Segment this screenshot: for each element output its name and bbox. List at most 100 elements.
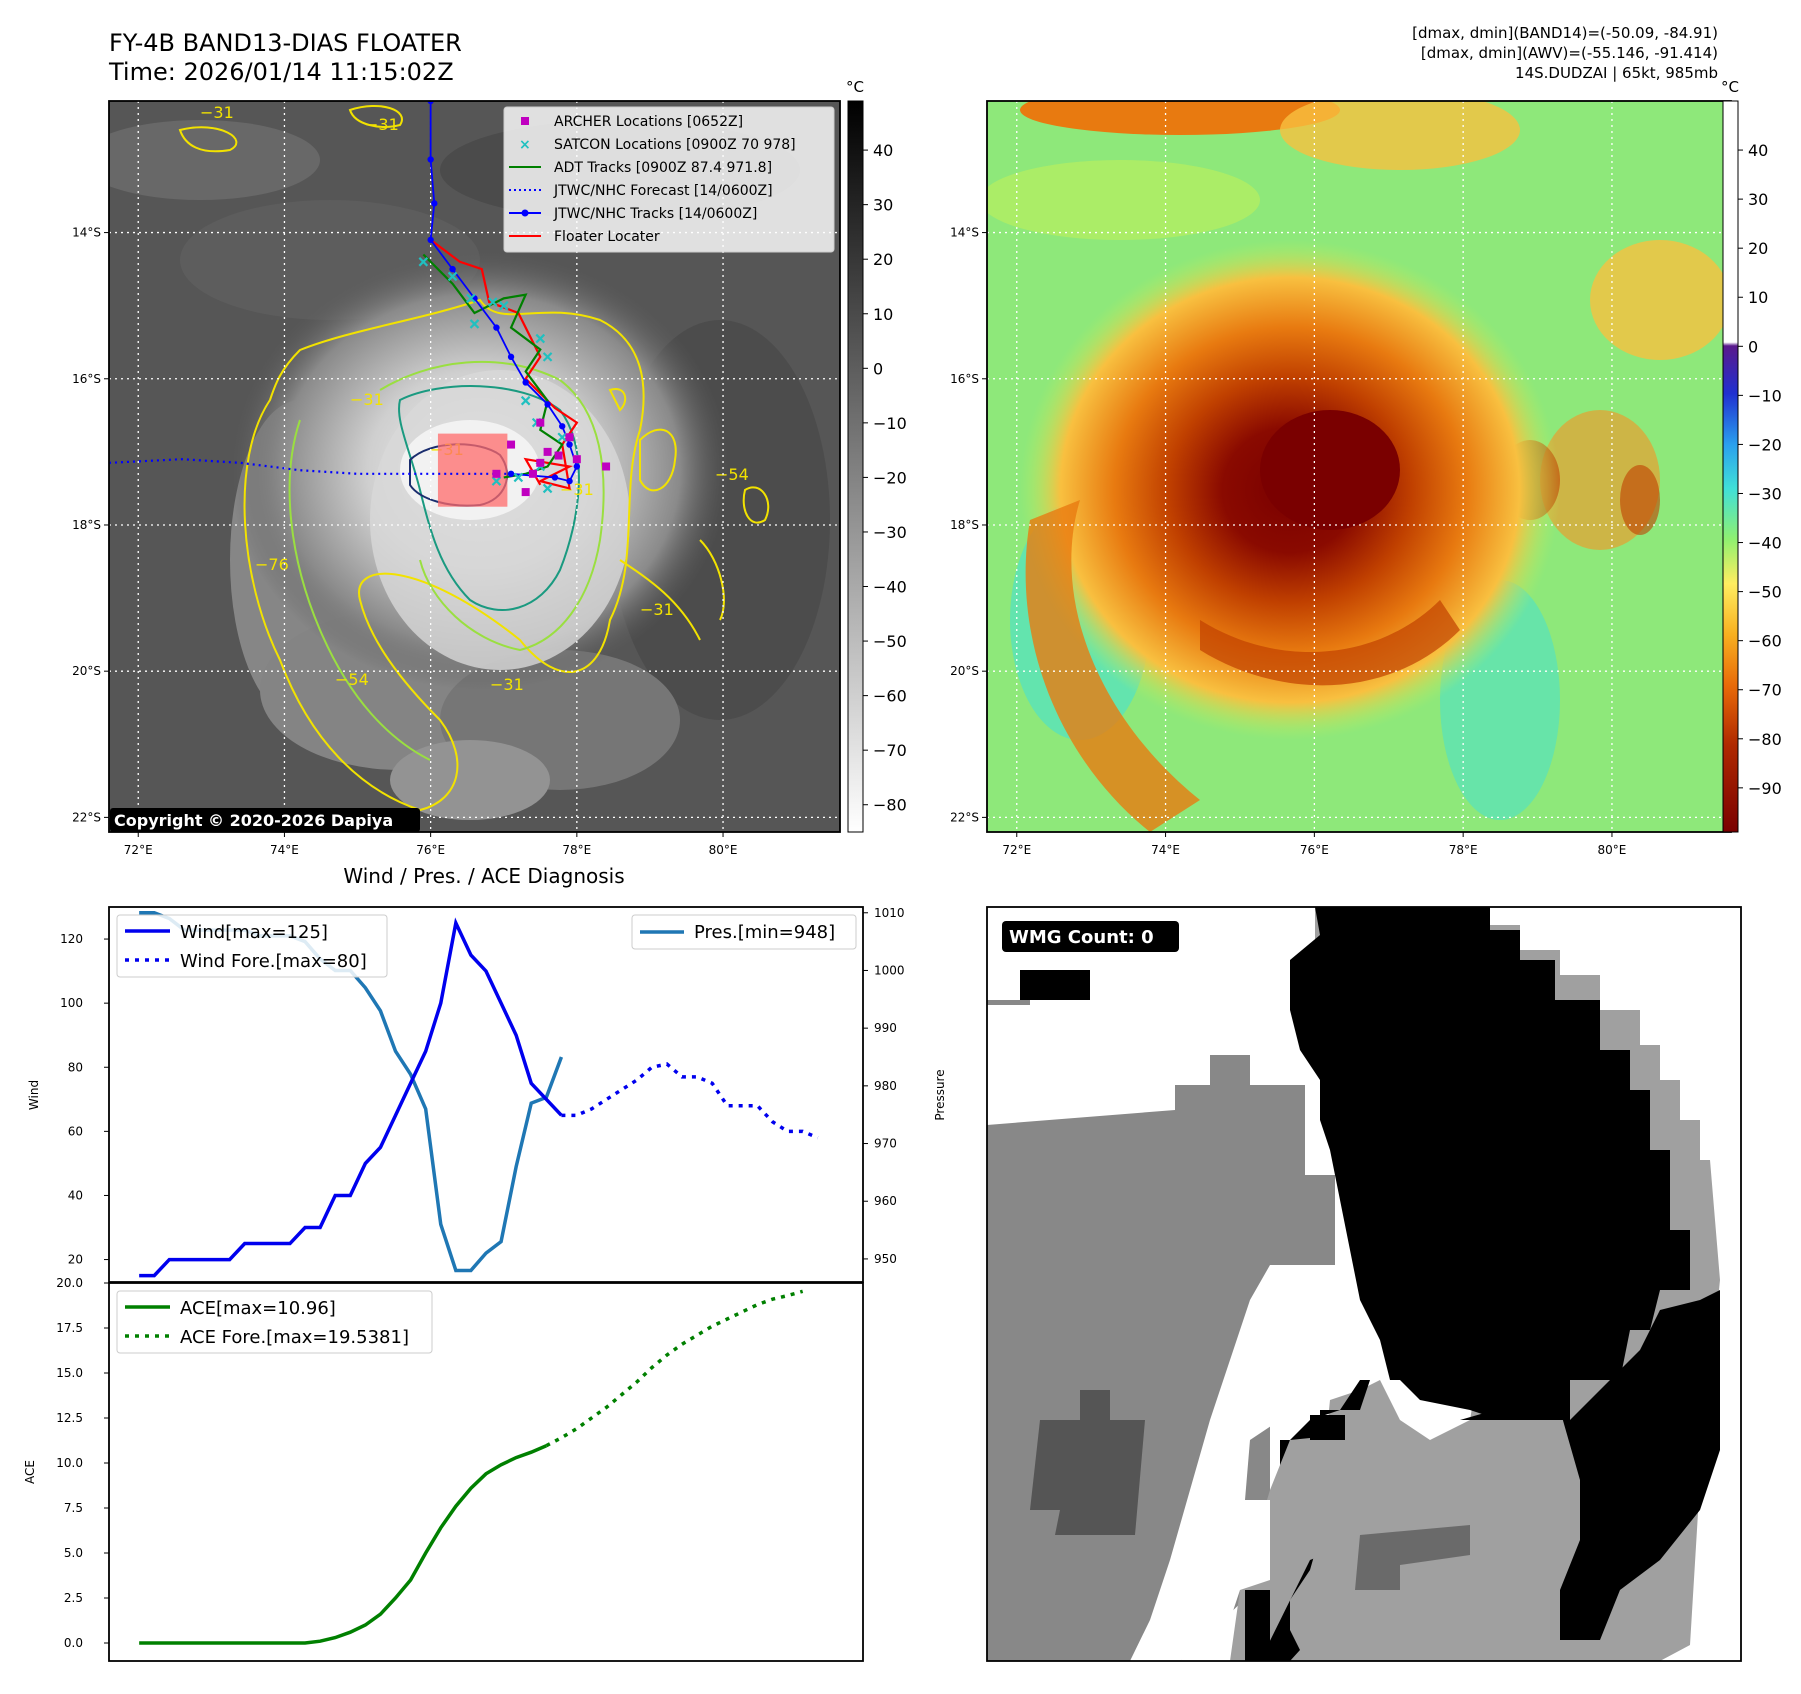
ace-chart: 0.0 2.5 5.0 7.5 10.0 12.5 15.0 17.5 20.0 ACE ACE… (23, 1276, 864, 1662)
lon-tick-label: 78°E (1449, 843, 1478, 857)
wmg-count-badge (1002, 921, 1179, 952)
ace-tick-label: 2.5 (64, 1591, 83, 1605)
wmg-frame (986, 906, 1742, 1662)
pressure-tick-label: 1000 (874, 963, 905, 977)
awv-eye-region (1260, 410, 1400, 530)
legend-wind-forecast-label: Wind Fore.[max=80] (180, 951, 367, 972)
colorbar-tick-label: 10 (873, 305, 893, 324)
lon-tick-label: 78°E (562, 843, 591, 857)
archer-point (543, 447, 552, 456)
colorbar-tick-label: 30 (873, 196, 893, 215)
awv-colorbar-bar (1722, 100, 1739, 833)
jtwc-track-point (493, 324, 500, 331)
legend-ace-label: ACE[max=10.96] (180, 1298, 336, 1319)
colorbar-tick-label: 0 (873, 359, 883, 378)
colorbar-tick-label: −40 (873, 578, 907, 597)
wind-forecast-series-line (561, 1062, 819, 1140)
jtwc-track-point (507, 470, 515, 478)
colorbar-tick-label: 30 (1748, 190, 1768, 209)
colorbar-tick-label: −30 (873, 523, 907, 542)
satcon-point (487, 297, 498, 307)
lat-tick-label: 16°S (950, 372, 979, 386)
colorbar-tick-label: 40 (1748, 141, 1768, 160)
jtwc-track (429, 101, 578, 483)
satcon-point (542, 483, 553, 494)
lon-tick-label: 80°E (709, 843, 738, 857)
colorbar-tick-label: 20 (873, 250, 893, 269)
contour-label: −31 (350, 390, 384, 409)
legend-ace-forecast-label: ACE Fore.[max=19.5381] (180, 1327, 409, 1348)
awv-map-axis-ticks: 72°E 74°E 76°E 78°E 80°E 14°S 16°S 18°S 20°S 22°S (950, 226, 1626, 857)
archer-points (492, 418, 611, 497)
lat-tick-label: 18°S (72, 518, 101, 532)
ir-map-frame (108, 100, 841, 833)
lat-tick-label: 20°S (72, 664, 101, 678)
jtwc-track-point (566, 441, 573, 448)
colorbar-tick-label: −50 (1748, 583, 1782, 602)
info-awv-range: [dmax, dmin](AWV)=(-55.146, -91.414) (1421, 44, 1718, 62)
colorbar-tick-label: −10 (873, 414, 907, 433)
colorbar-tick-label: −80 (1748, 730, 1782, 749)
wind-pressure-chart: 20 40 60 80 100 120 950 960 970 980 990 1000 1010 W… (27, 906, 947, 1283)
jtwc-track-point (559, 423, 566, 430)
archer-point (554, 451, 563, 460)
satcon-point (542, 352, 553, 362)
pressure-tick-label: 1010 (874, 906, 905, 920)
colorbar-tick-label: −90 (1748, 779, 1782, 798)
contour-label: −31 (490, 675, 524, 694)
jtwc-track-point (427, 236, 434, 244)
lat-tick-label: 16°S (72, 372, 101, 386)
ir-map-axis-ticks: 72°E 74°E 76°E 78°E 80°E 14°S 16°S 18°S 20°S 22°S (72, 226, 737, 857)
lat-tick-label: 22°S (72, 810, 101, 824)
awv-colorbar: °C 40 30 20 10 0 −10 −20 −30 −40 −50 −60 −70 −80 −90 (1721, 78, 1782, 833)
wind-tick-label: 20 (68, 1253, 83, 1267)
archer-point (565, 433, 574, 442)
colorbar-tick-label: −10 (1748, 386, 1782, 405)
jtwc-track-point (431, 200, 438, 207)
lat-tick-label: 14°S (950, 226, 979, 240)
diagnosis-title: Wind / Pres. / ACE Diagnosis (343, 864, 624, 888)
wind-tick-label: 100 (60, 996, 83, 1010)
contour-label: −54 (715, 465, 749, 484)
wind-tick-label: 120 (60, 932, 83, 946)
lon-tick-label: 72°E (1002, 843, 1031, 857)
legend-forecast-label: JTWC/NHC Forecast [14/0600Z] (553, 183, 773, 199)
colorbar-tick-label: 40 (873, 141, 893, 160)
archer-point (507, 440, 516, 449)
legend-wind-label: Wind[max=125] (180, 922, 328, 943)
pressure-axis-ticks: 950 960 970 980 990 1000 1010 (863, 906, 905, 1266)
contour-label: −76 (255, 555, 289, 574)
jtwc-track-point (566, 477, 573, 485)
contour-green-mid (288, 360, 605, 761)
lat-tick-label: 18°S (950, 518, 979, 532)
legend-archer-label: ARCHER Locations [0652Z] (554, 114, 743, 130)
legend-floater-label: Floater Locater (554, 229, 660, 245)
pressure-legend: Pres.[min=948] (631, 914, 857, 950)
wind-tick-label: 60 (68, 1124, 83, 1138)
colorbar-tick-label: 0 (1748, 337, 1758, 356)
lat-tick-label: 20°S (950, 664, 979, 678)
awv-gridlines (987, 101, 1731, 832)
wind-axis-ticks: 20 40 60 80 100 120 (60, 932, 109, 1267)
pressure-tick-label: 970 (874, 1137, 897, 1151)
satcon-point (469, 319, 480, 329)
contour-label: −31 (560, 480, 594, 499)
wind-tick-label: 80 (68, 1060, 83, 1074)
satcon-point (466, 293, 476, 304)
ace-tick-label: 10.0 (56, 1456, 83, 1470)
awv-map-panel: 72°E 74°E 76°E 78°E 80°E 14°S 16°S 18°S 20°S 22°S (950, 100, 1732, 857)
archer-point (492, 469, 501, 478)
floater-locater-track (429, 239, 579, 490)
info-storm-summary: 14S.DUDZAI | 65kt, 985mb (1515, 64, 1718, 82)
colorbar-tick-label: −40 (1748, 534, 1782, 553)
lon-tick-label: 76°E (1300, 843, 1329, 857)
ace-tick-label: 17.5 (56, 1321, 83, 1335)
legend-jtwc-label: JTWC/NHC Tracks [14/0600Z] (553, 206, 757, 222)
contour-label: −31 (640, 600, 674, 619)
jtwc-track-point (427, 156, 434, 163)
jtwc-track-point (449, 265, 456, 273)
satcon-point (520, 395, 531, 406)
jtwc-track-point (573, 463, 581, 470)
wind-legend: Wind[max=125] Wind Fore.[max=80] (116, 914, 388, 978)
